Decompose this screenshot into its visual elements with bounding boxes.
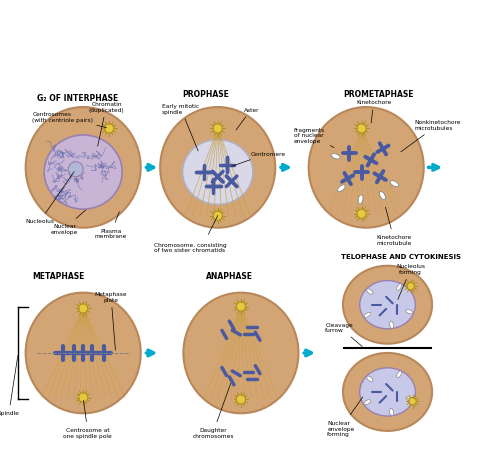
Ellipse shape [358,195,363,204]
Ellipse shape [364,400,371,404]
Circle shape [236,395,246,404]
Ellipse shape [396,284,402,291]
Circle shape [409,398,416,405]
Circle shape [213,125,222,134]
Ellipse shape [183,293,299,413]
Ellipse shape [343,353,432,431]
Text: ANAPHASE: ANAPHASE [205,272,252,281]
Ellipse shape [25,108,141,228]
Ellipse shape [379,192,385,200]
Circle shape [236,302,246,312]
Circle shape [213,212,222,221]
Ellipse shape [360,368,415,416]
Text: Nuclear
envelope
forming: Nuclear envelope forming [327,397,363,436]
Ellipse shape [44,136,122,210]
Text: Kinetochore: Kinetochore [356,100,391,124]
Ellipse shape [182,140,253,205]
Text: Chromatin
(duplicated): Chromatin (duplicated) [88,101,124,147]
Text: METAPHASE: METAPHASE [32,272,84,281]
Ellipse shape [364,313,371,318]
Ellipse shape [160,108,275,228]
Ellipse shape [331,154,340,160]
Text: G₂ OF INTERPHASE: G₂ OF INTERPHASE [37,94,118,103]
Circle shape [79,304,88,313]
Circle shape [68,162,83,177]
Ellipse shape [406,397,413,401]
Text: Aster: Aster [236,107,259,131]
Text: Centromere: Centromere [231,152,285,167]
Text: Fragments
of nuclear
envelope: Fragments of nuclear envelope [294,127,334,148]
Text: PROPHASE: PROPHASE [182,89,229,98]
Text: Nuclear
envelope: Nuclear envelope [51,211,86,234]
Text: Metaphase
plate: Metaphase plate [95,292,127,350]
Ellipse shape [406,310,413,314]
Ellipse shape [367,376,373,382]
Ellipse shape [390,181,398,187]
Ellipse shape [309,108,424,228]
Ellipse shape [390,321,394,329]
Ellipse shape [343,266,432,344]
Ellipse shape [367,289,373,295]
Text: Cleavage
furrow: Cleavage furrow [325,322,362,347]
Text: Chromosome, consisting
of two sister chromatids: Chromosome, consisting of two sister chr… [154,242,226,253]
Text: PROMETAPHASE: PROMETAPHASE [343,89,413,98]
Ellipse shape [396,371,402,378]
Circle shape [105,125,114,134]
Text: Nonkinetochore
microtubules: Nonkinetochore microtubules [401,120,461,152]
Circle shape [357,210,366,219]
Ellipse shape [390,409,394,416]
Text: TELOPHASE AND CYTOKINESIS: TELOPHASE AND CYTOKINESIS [341,253,461,259]
Circle shape [79,393,88,402]
Circle shape [407,283,414,290]
Text: Kinetochore
microtubule: Kinetochore microtubule [376,208,412,245]
Text: Plasma
membrane: Plasma membrane [95,212,127,239]
Text: Nucleolus: Nucleolus [25,172,74,224]
Ellipse shape [337,185,345,192]
Text: Daughter
chromosomes: Daughter chromosomes [192,384,234,438]
Text: Spindle: Spindle [0,356,20,415]
Text: Early mitotic
spindle: Early mitotic spindle [162,104,199,152]
Text: Nucleolus
forming: Nucleolus forming [396,264,425,300]
Ellipse shape [360,281,415,329]
Text: Centrosomes
(with centriole pairs): Centrosomes (with centriole pairs) [32,111,107,128]
Ellipse shape [25,293,141,413]
Text: Centrosome at
one spindle pole: Centrosome at one spindle pole [63,400,112,438]
Circle shape [357,125,366,134]
